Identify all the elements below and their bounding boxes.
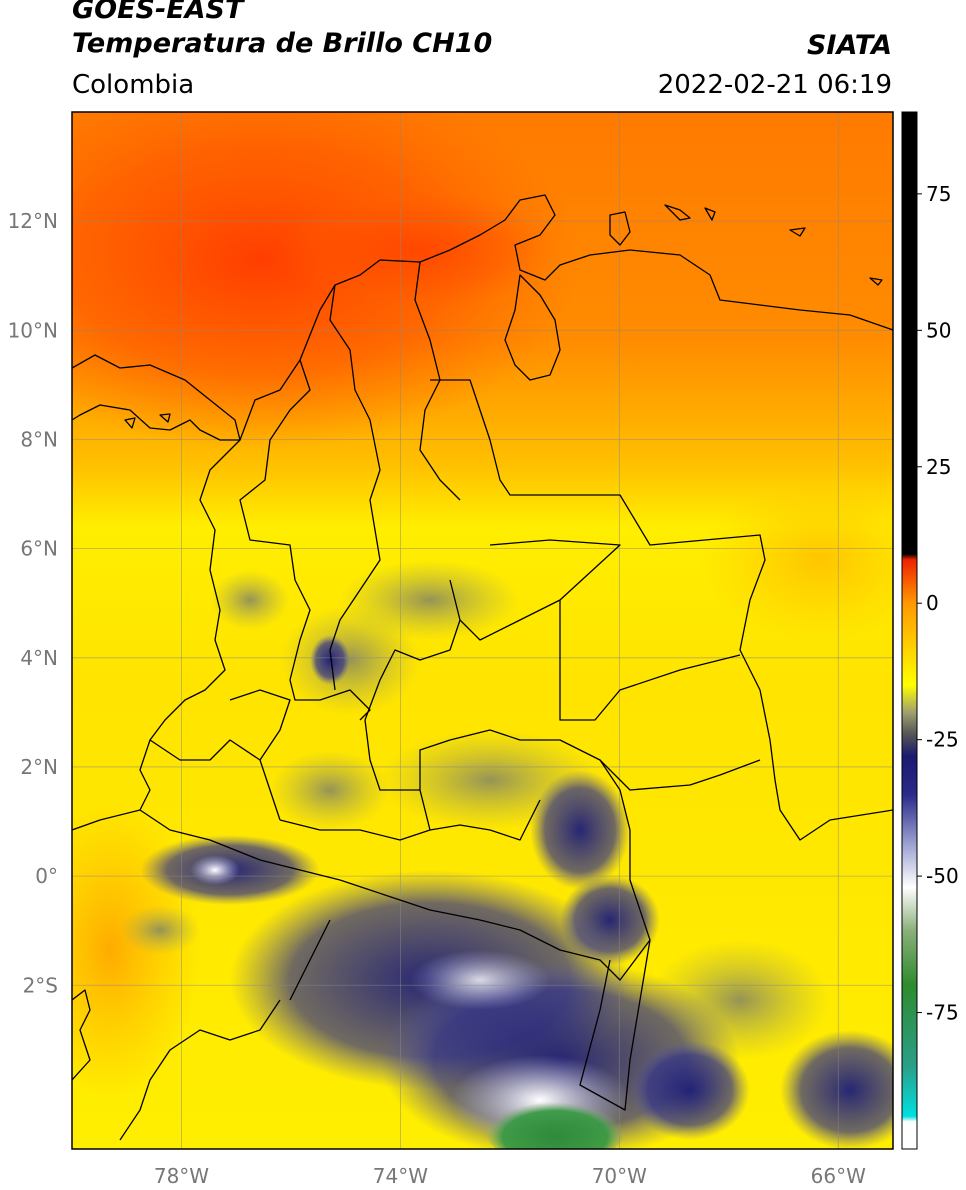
datetime-label: 2022-02-21 06:19 xyxy=(657,70,892,100)
lon-tick-label: 78°W xyxy=(154,1164,209,1188)
colorbar-tick-label: 75 xyxy=(926,182,951,206)
lat-tick-label: 12°N xyxy=(8,209,58,233)
lat-tick-label: 0° xyxy=(35,864,58,888)
colorbar-tick-label: 25 xyxy=(926,455,951,479)
colorbar-tick-label: 50 xyxy=(926,318,951,342)
lon-tick-label: 74°W xyxy=(373,1164,428,1188)
lat-tick-label: 6°N xyxy=(20,537,58,561)
lat-tick-label: 10°N xyxy=(8,318,58,342)
lat-tick-label: 8°N xyxy=(20,427,58,451)
colorbar: 75 50 25 0 -25 -50 -75 xyxy=(901,111,959,1150)
lat-tick-label: 2°S xyxy=(23,973,58,997)
latitude-tick-labels: 12°N 10°N 8°N 6°N 4°N 2°N 0° 2°S xyxy=(8,209,58,997)
colorbar-tick-label: -25 xyxy=(926,728,959,752)
longitude-tick-labels: 78°W 74°W 70°W 66°W xyxy=(154,1164,866,1188)
lat-tick-label: 4°N xyxy=(20,646,58,670)
colorbar-tick-labels: 75 50 25 0 -25 -50 -75 xyxy=(917,182,959,1025)
region-label: Colombia xyxy=(72,70,195,100)
colorbar-tick-label: -50 xyxy=(926,864,959,888)
lon-tick-label: 66°W xyxy=(811,1164,866,1188)
lat-tick-label: 2°N xyxy=(20,755,58,779)
agency-label: SIATA xyxy=(806,30,892,61)
colorbar-tick-label: -75 xyxy=(926,1001,959,1025)
colorbar-tick-label: 0 xyxy=(926,591,939,615)
lon-tick-label: 70°W xyxy=(592,1164,647,1188)
product-title: Temperatura de Brillo CH10 xyxy=(72,28,493,59)
graticule xyxy=(72,112,893,1149)
temperature-field xyxy=(72,112,893,1149)
map-frame xyxy=(71,111,894,1150)
satellite-title: GOES-EAST xyxy=(72,0,244,25)
coastlines-and-borders xyxy=(72,194,893,1141)
